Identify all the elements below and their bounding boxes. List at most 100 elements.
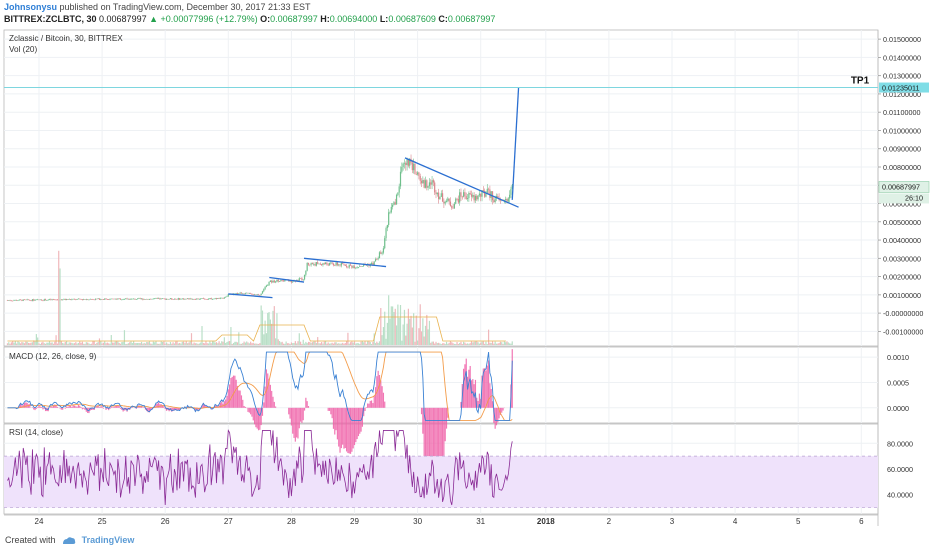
candle-body: [356, 267, 358, 268]
candle-body: [411, 162, 413, 171]
macd-histogram-bar: [68, 405, 70, 408]
candle-body: [399, 171, 402, 187]
published-text: published on TradingView.com, December 3…: [59, 2, 311, 12]
volume-bar: [385, 338, 387, 345]
volume-bar: [364, 341, 366, 345]
candle-body: [419, 175, 421, 181]
candle-body: [357, 266, 360, 268]
candle-body: [151, 298, 153, 300]
tradingview-brand[interactable]: TradingView: [81, 535, 135, 545]
volume-bar: [501, 342, 503, 345]
volume-bar: [347, 332, 349, 345]
candle-body: [252, 294, 254, 296]
ohlc-bar: BITTREX:ZCLBTC, 30 0.00687997 ▲ +0.00077…: [4, 14, 495, 24]
author-name[interactable]: Johnsonysu: [4, 2, 58, 12]
volume-bar: [349, 342, 352, 345]
candle-body: [426, 180, 428, 188]
candle-body: [273, 280, 275, 283]
macd-histogram-bar: [484, 368, 486, 408]
volume-bar: [395, 325, 398, 345]
x-tick-label: 31: [476, 517, 485, 526]
volume-bar: [251, 343, 253, 345]
x-tick-label: 27: [224, 517, 233, 526]
macd-histogram-bar: [100, 406, 102, 408]
candle-body: [363, 264, 365, 267]
macd-histogram-bar: [221, 401, 223, 408]
volume-bar: [401, 340, 403, 345]
candle-body: [188, 298, 190, 300]
volume-bar: [284, 343, 286, 345]
volume-bar: [94, 343, 97, 345]
x-tick-label: 30: [413, 517, 422, 526]
volume-bar: [256, 343, 258, 345]
candle-body: [171, 298, 173, 300]
y-tick-label: -0.00000000: [883, 309, 923, 318]
candle-body: [150, 298, 152, 300]
macd-histogram-bar: [357, 407, 360, 437]
candle-body: [47, 299, 49, 301]
macd-histogram-bar: [231, 376, 233, 408]
volume-bar: [377, 342, 379, 345]
macd-histogram-bar: [251, 407, 253, 417]
macd-histogram-bar: [240, 395, 243, 408]
macd-histogram-bar: [37, 407, 39, 408]
volume-bar: [114, 341, 116, 345]
candle-body: [130, 298, 132, 300]
macd-histogram-bar: [115, 405, 118, 408]
y-tick-label: 0.00500000: [883, 218, 921, 227]
volume-bar: [453, 343, 456, 345]
candle-body: [110, 298, 112, 300]
candle-body: [92, 299, 94, 300]
macd-histogram-bar: [290, 407, 292, 426]
volume-bar: [25, 341, 27, 345]
candle-body: [420, 180, 423, 184]
macd-histogram-bar: [51, 406, 53, 408]
candle-body: [27, 299, 30, 301]
volume-bar: [181, 341, 183, 345]
candle-body: [302, 279, 304, 281]
candle-body: [211, 299, 214, 300]
volume-bar: [192, 343, 194, 345]
macd-histogram-bar: [347, 407, 349, 454]
volume-bar: [489, 342, 491, 345]
macd-histogram-bar: [148, 407, 151, 413]
macd-histogram-bar: [42, 407, 44, 410]
volume-bar: [31, 342, 34, 345]
candle-body: [190, 298, 193, 300]
candle-body: [122, 299, 124, 301]
candle-body: [108, 299, 110, 301]
candle-body: [179, 298, 181, 300]
candle-body: [288, 280, 290, 282]
candle-body: [26, 299, 28, 301]
macd-y-tick-label: 0.0000: [887, 404, 909, 413]
macd-histogram-bar: [27, 404, 30, 408]
volume-bar: [455, 343, 457, 345]
volume-bar: [432, 341, 434, 345]
volume-bar: [431, 341, 433, 345]
volume-bar: [480, 342, 482, 345]
volume-bar: [26, 341, 28, 345]
tp1-price-tag: [879, 82, 929, 93]
volume-bar: [351, 341, 353, 345]
candle-body: [438, 192, 440, 200]
macd-histogram-bar: [297, 407, 299, 439]
candle-body: [406, 159, 408, 166]
candle-body: [93, 299, 95, 301]
macd-histogram-bar: [219, 402, 222, 408]
candle-body: [330, 262, 332, 264]
candle-body: [77, 298, 80, 300]
volume-bar: [493, 343, 495, 345]
candle-body: [486, 188, 488, 194]
x-tick-label: 4: [733, 517, 738, 526]
candle-body: [352, 266, 354, 268]
macd-histogram-bar: [72, 405, 74, 408]
volume-bar: [285, 341, 287, 345]
candle-body: [447, 198, 449, 201]
candle-body: [267, 285, 269, 286]
volume-bar: [386, 322, 388, 345]
macd-histogram-bar: [374, 387, 377, 408]
candle-body: [430, 182, 432, 185]
candle-body: [422, 180, 424, 184]
macd-histogram-bar: [171, 407, 173, 412]
